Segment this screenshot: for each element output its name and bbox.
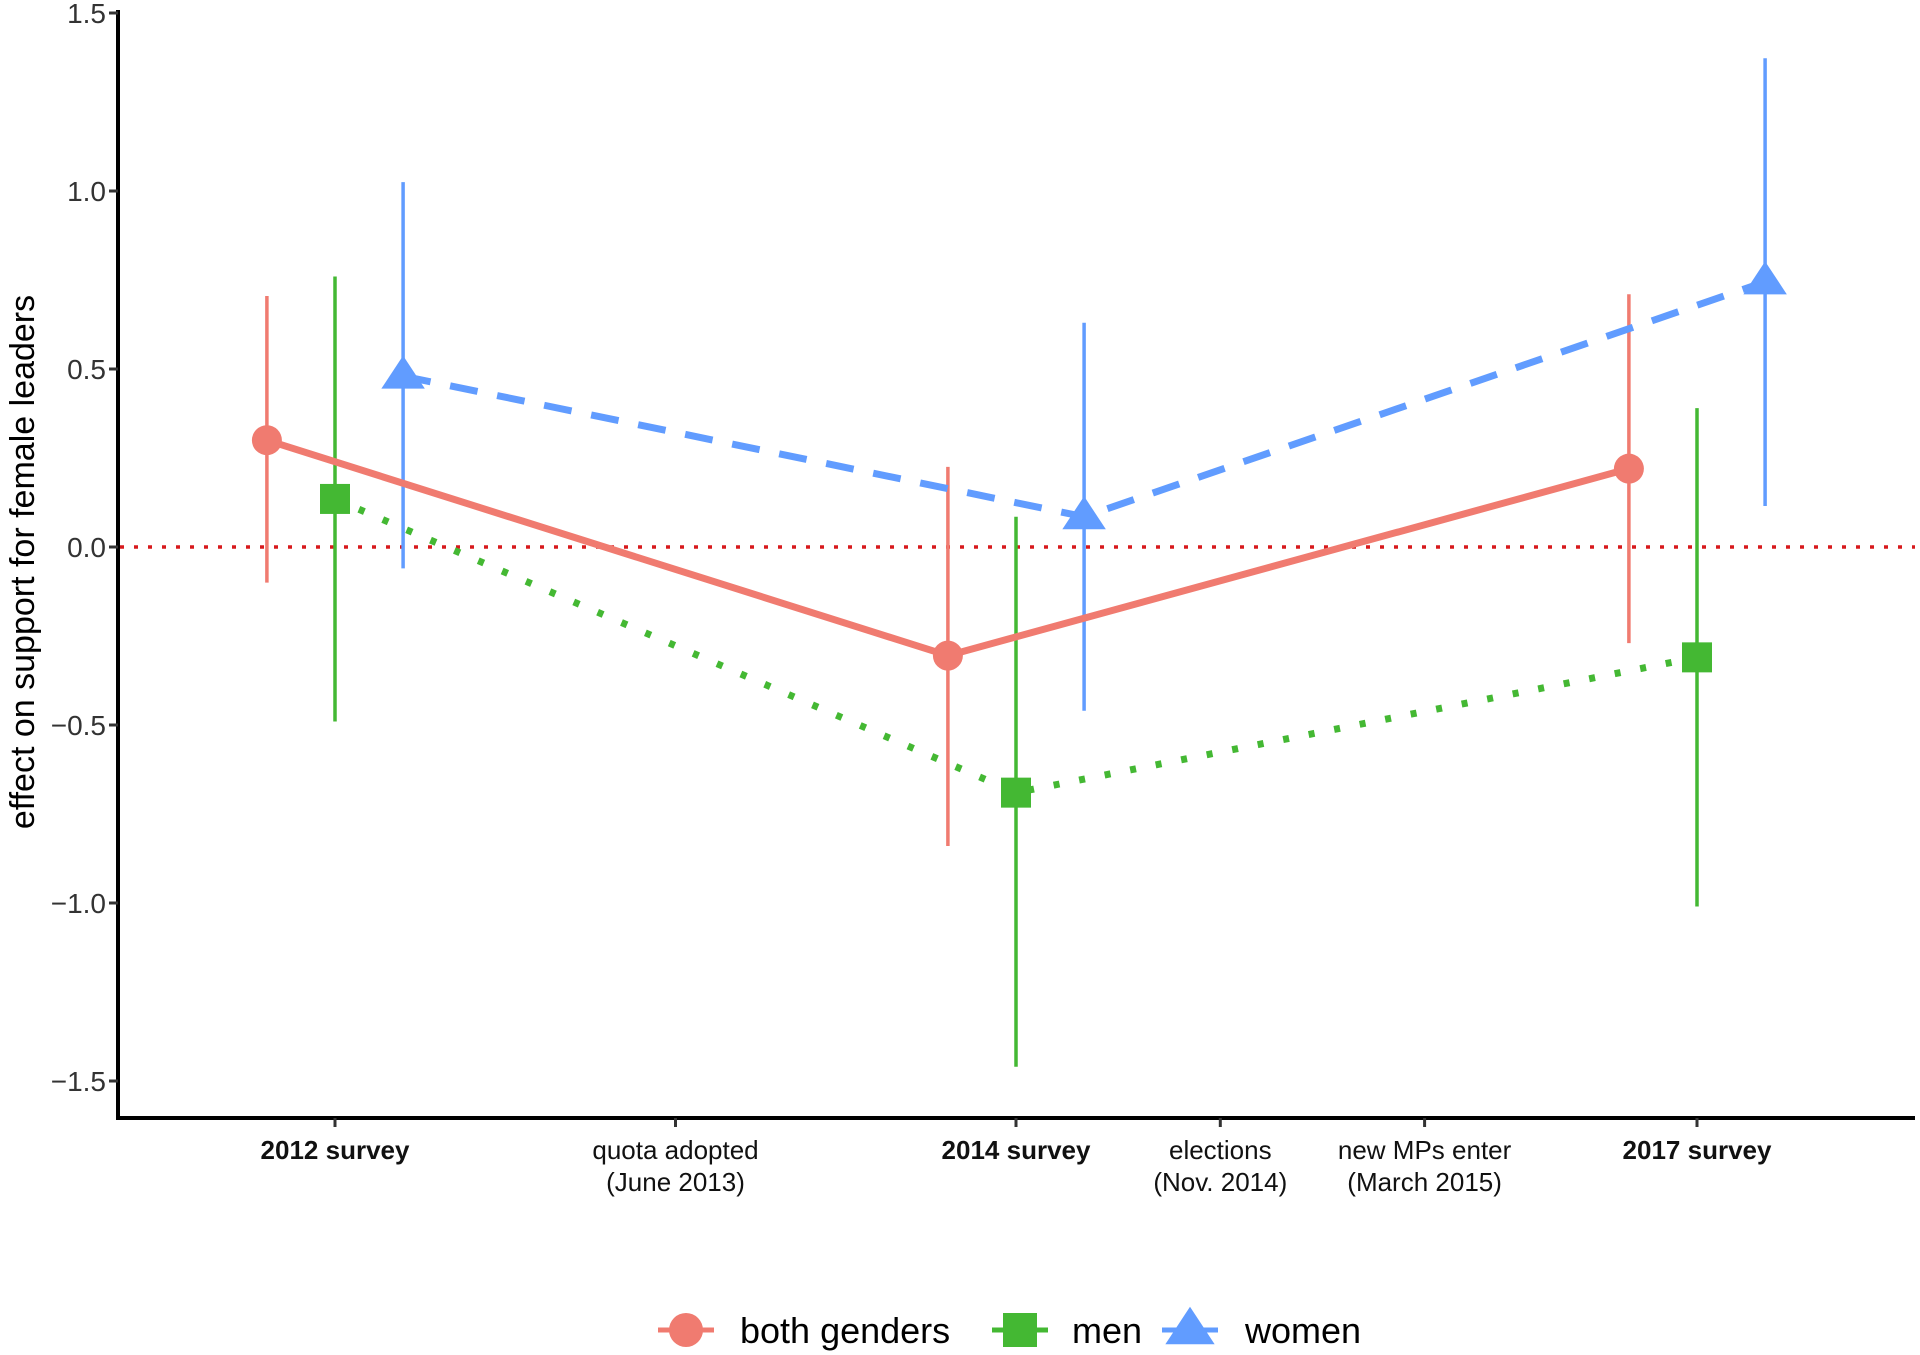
x-ticks: 2012 survey quota adopted(June 2013) 2014 … <box>261 1118 1772 1197</box>
data-point-both-genders <box>251 425 282 456</box>
y-tick-label: 1.5 <box>67 0 106 29</box>
legend-label: women <box>1244 1310 1361 1351</box>
legend-item-men: men <box>992 1310 1142 1351</box>
x-tick-label: 2012 survey <box>261 1135 410 1165</box>
legend-label: men <box>1072 1310 1142 1351</box>
y-tick-label: 1.0 <box>67 176 106 207</box>
y-tick-label: 0.0 <box>67 532 106 563</box>
data-point-women <box>1743 261 1787 295</box>
x-tick-label: (March 2015) <box>1347 1167 1502 1197</box>
x-tick-label: (June 2013) <box>606 1167 745 1197</box>
x-tick-label: quota adopted <box>592 1135 758 1165</box>
x-tick-label: elections <box>1169 1135 1272 1165</box>
plot-area <box>120 58 1915 1067</box>
legend-item-both-genders: both genders <box>658 1310 950 1351</box>
y-axis-title: effect on support for female leaders <box>4 295 42 829</box>
axes: 1.5 1.0 0.5 0.0 −0.5 −1.0 −1.5 2012 survey quot… <box>4 0 1915 1197</box>
y-tick-label: 0.5 <box>67 354 106 385</box>
legend-key-triangle-icon <box>1165 1306 1215 1345</box>
y-ticks: 1.5 1.0 0.5 0.0 −0.5 −1.0 −1.5 <box>51 0 118 1097</box>
data-point-women <box>381 355 425 389</box>
y-tick-label: −1.5 <box>51 1066 106 1097</box>
data-point-both-genders <box>932 640 963 671</box>
data-point-women <box>1062 496 1106 530</box>
x-tick-label: (Nov. 2014) <box>1153 1167 1287 1197</box>
legend: both genders men women <box>658 1306 1361 1351</box>
x-tick-label: new MPs enter <box>1338 1135 1512 1165</box>
legend-label: both genders <box>740 1310 950 1351</box>
data-point-men <box>320 483 350 514</box>
legend-item-women: women <box>1162 1306 1361 1351</box>
legend-key-circle-icon <box>669 1313 703 1347</box>
data-point-both-genders <box>1613 453 1644 484</box>
x-tick-label: 2014 survey <box>942 1135 1091 1165</box>
x-tick-label: 2017 survey <box>1623 1135 1772 1165</box>
legend-key-square-icon <box>1003 1313 1037 1347</box>
y-tick-label: −0.5 <box>51 710 106 741</box>
data-point-men <box>1682 642 1712 673</box>
data-point-men <box>1001 777 1031 808</box>
y-tick-label: −1.0 <box>51 888 106 919</box>
